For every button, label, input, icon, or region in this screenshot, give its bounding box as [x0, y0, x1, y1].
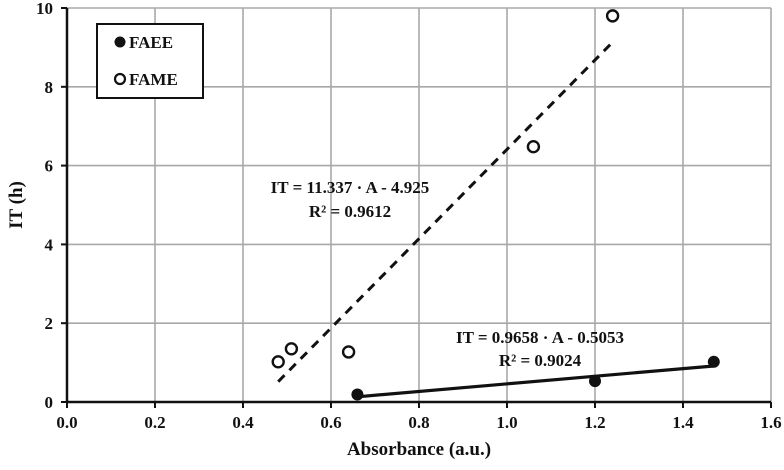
- x-tick-label: 1.0: [496, 413, 517, 432]
- faee-equation: IT = 0.9658 · A - 0.5053 R² = 0.9024: [456, 328, 624, 370]
- faee-trendline: [357, 364, 714, 399]
- x-tick-label: 0.6: [320, 413, 341, 432]
- x-tick-label: 0.2: [144, 413, 165, 432]
- y-tick-label: 0: [45, 393, 54, 412]
- faee-point: [707, 355, 720, 368]
- y-tick-label: 2: [45, 314, 54, 333]
- x-tick-label: 0.4: [232, 413, 254, 432]
- axes: [61, 7, 772, 408]
- trendlines: [277, 41, 714, 399]
- x-tick-label: 1.2: [584, 413, 605, 432]
- fame-equation-text: IT = 11.337 · A - 4.925: [271, 178, 430, 197]
- fame-point: [526, 139, 541, 154]
- x-tick-label: 0.8: [408, 413, 429, 432]
- filled-circle-icon: [114, 36, 126, 48]
- x-tick-label: 1.6: [760, 413, 781, 432]
- y-tick-labels: 0 2 4 6 8 10: [36, 0, 54, 412]
- faee-r2-text: R² = 0.9024: [499, 351, 582, 370]
- x-tick-label: 0.0: [56, 413, 77, 432]
- fame-equation: IT = 11.337 · A - 4.925 R² = 0.9612: [271, 178, 430, 221]
- data-points: [271, 9, 720, 401]
- y-axis-title: IT (h): [6, 181, 27, 229]
- legend-label-faee: FAEE: [129, 33, 173, 52]
- y-tick-label: 6: [45, 157, 54, 176]
- legend-box: [96, 23, 204, 99]
- fame-point: [271, 355, 285, 369]
- fame-point: [605, 9, 620, 23]
- y-tick-label: 4: [45, 235, 54, 254]
- faee-point: [351, 388, 364, 401]
- x-tick-labels: 0.0 0.2 0.4 0.6 0.8 1.0 1.2 1.4 1.6: [56, 413, 781, 432]
- y-tick-label: 10: [36, 0, 53, 18]
- x-tick-label: 1.4: [672, 413, 694, 432]
- fame-point: [284, 342, 299, 356]
- faee-point: [589, 375, 601, 388]
- faee-equation-text: IT = 0.9658 · A - 0.5053: [456, 328, 624, 347]
- fame-r2-text: R² = 0.9612: [309, 202, 391, 221]
- x-axis-title: Absorbance (a.u.): [347, 439, 491, 460]
- y-tick-label: 8: [45, 78, 54, 97]
- legend: FAEE FAME: [96, 23, 204, 99]
- open-circle-icon: [113, 72, 127, 86]
- legend-label-fame: FAME: [129, 70, 178, 89]
- fame-point: [341, 345, 356, 359]
